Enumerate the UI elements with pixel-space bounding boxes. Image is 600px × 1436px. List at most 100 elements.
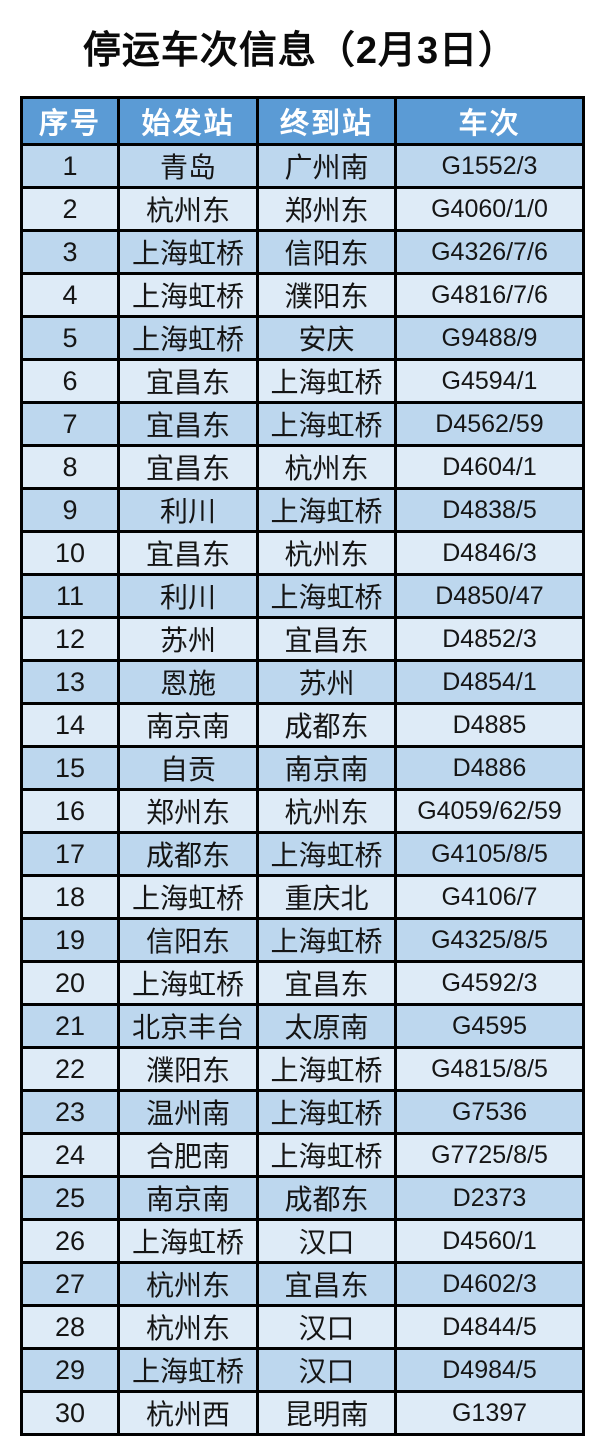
cell-origin-station: 南京南 (117, 702, 259, 748)
cell-origin-station: 上海虹桥 (117, 960, 259, 1006)
cell-train-number: G4325/8/5 (394, 917, 585, 963)
cell-train-number: G4595 (394, 1003, 585, 1049)
cell-train-number: G4326/7/6 (394, 229, 585, 275)
cell-train-number: G7536 (394, 1089, 585, 1135)
column-header-origin: 始发站 (117, 96, 259, 146)
cell-destination-station: 昆明南 (256, 1390, 397, 1436)
cell-origin-station: 上海虹桥 (117, 272, 259, 318)
cell-origin-station: 利川 (117, 487, 259, 533)
cell-origin-station: 南京南 (117, 1175, 259, 1221)
cell-train-number: D4562/59 (394, 401, 585, 447)
cell-serial: 4 (20, 272, 120, 318)
cell-destination-station: 宜昌东 (256, 1261, 397, 1307)
cell-train-number: G4060/1/0 (394, 186, 585, 232)
cell-origin-station: 温州南 (117, 1089, 259, 1135)
cell-serial: 27 (20, 1261, 120, 1307)
cell-serial: 12 (20, 616, 120, 662)
table-row: 3 上海虹桥 信阳东 G4326/7/6 (20, 229, 585, 275)
table-row: 2 杭州东 郑州东 G4060/1/0 (20, 186, 585, 232)
cell-train-number: D4560/1 (394, 1218, 585, 1264)
cell-train-number: G4592/3 (394, 960, 585, 1006)
cell-destination-station: 上海虹桥 (256, 1132, 397, 1178)
cell-train-number: D4852/3 (394, 616, 585, 662)
cell-serial: 25 (20, 1175, 120, 1221)
table-row: 4 上海虹桥 濮阳东 G4816/7/6 (20, 272, 585, 318)
cell-train-number: G4059/62/59 (394, 788, 585, 834)
cell-origin-station: 杭州东 (117, 1304, 259, 1350)
cell-serial: 7 (20, 401, 120, 447)
table-row: 7 宜昌东 上海虹桥 D4562/59 (20, 401, 585, 447)
table-row: 18 上海虹桥 重庆北 G4106/7 (20, 874, 585, 920)
table-row: 30 杭州西 昆明南 G1397 (20, 1390, 585, 1436)
cell-origin-station: 上海虹桥 (117, 1218, 259, 1264)
cell-serial: 21 (20, 1003, 120, 1049)
cell-serial: 19 (20, 917, 120, 963)
cell-destination-station: 宜昌东 (256, 616, 397, 662)
cell-origin-station: 利川 (117, 573, 259, 619)
cell-serial: 23 (20, 1089, 120, 1135)
table-row: 26 上海虹桥 汉口 D4560/1 (20, 1218, 585, 1264)
cell-destination-station: 杭州东 (256, 444, 397, 490)
cell-serial: 22 (20, 1046, 120, 1092)
table-row: 20 上海虹桥 宜昌东 G4592/3 (20, 960, 585, 1006)
cell-serial: 20 (20, 960, 120, 1006)
cell-origin-station: 杭州东 (117, 1261, 259, 1307)
cell-train-number: D2373 (394, 1175, 585, 1221)
cell-destination-station: 杭州东 (256, 788, 397, 834)
cell-train-number: D4854/1 (394, 659, 585, 705)
cell-origin-station: 上海虹桥 (117, 1347, 259, 1393)
cell-serial: 9 (20, 487, 120, 533)
cell-origin-station: 苏州 (117, 616, 259, 662)
cell-destination-station: 上海虹桥 (256, 487, 397, 533)
cell-origin-station: 上海虹桥 (117, 315, 259, 361)
cell-destination-station: 太原南 (256, 1003, 397, 1049)
table-row: 15 自贡 南京南 D4886 (20, 745, 585, 791)
table-row: 10 宜昌东 杭州东 D4846/3 (20, 530, 585, 576)
cell-serial: 15 (20, 745, 120, 791)
cell-destination-station: 信阳东 (256, 229, 397, 275)
cell-origin-station: 成都东 (117, 831, 259, 877)
cell-destination-station: 郑州东 (256, 186, 397, 232)
cell-destination-station: 上海虹桥 (256, 917, 397, 963)
cell-destination-station: 上海虹桥 (256, 573, 397, 619)
cell-origin-station: 上海虹桥 (117, 229, 259, 275)
cell-origin-station: 郑州东 (117, 788, 259, 834)
cell-train-number: G1552/3 (394, 143, 585, 189)
cell-train-number: D4604/1 (394, 444, 585, 490)
column-header-destination: 终到站 (256, 96, 397, 146)
cell-destination-station: 上海虹桥 (256, 1046, 397, 1092)
cell-serial: 16 (20, 788, 120, 834)
cell-serial: 11 (20, 573, 120, 619)
table-row: 1 青岛 广州南 G1552/3 (20, 143, 585, 189)
table-row: 25 南京南 成都东 D2373 (20, 1175, 585, 1221)
table-row: 24 合肥南 上海虹桥 G7725/8/5 (20, 1132, 585, 1178)
cell-serial: 6 (20, 358, 120, 404)
cell-destination-station: 上海虹桥 (256, 358, 397, 404)
table-row: 19 信阳东 上海虹桥 G4325/8/5 (20, 917, 585, 963)
cell-destination-station: 汉口 (256, 1304, 397, 1350)
cell-train-number: G7725/8/5 (394, 1132, 585, 1178)
table-row: 14 南京南 成都东 D4885 (20, 702, 585, 748)
cell-serial: 13 (20, 659, 120, 705)
page-title: 停运车次信息（2月3日） (82, 30, 518, 72)
cell-serial: 5 (20, 315, 120, 361)
cell-origin-station: 宜昌东 (117, 358, 259, 404)
cell-destination-station: 南京南 (256, 745, 397, 791)
cell-origin-station: 北京丰台 (117, 1003, 259, 1049)
cell-destination-station: 成都东 (256, 702, 397, 748)
cell-train-number: D4885 (394, 702, 585, 748)
table-row: 9 利川 上海虹桥 D4838/5 (20, 487, 585, 533)
cell-destination-station: 成都东 (256, 1175, 397, 1221)
cell-serial: 17 (20, 831, 120, 877)
cell-train-number: G4815/8/5 (394, 1046, 585, 1092)
cell-origin-station: 合肥南 (117, 1132, 259, 1178)
cell-destination-station: 杭州东 (256, 530, 397, 576)
cell-serial: 14 (20, 702, 120, 748)
cell-serial: 26 (20, 1218, 120, 1264)
table-row: 17 成都东 上海虹桥 G4105/8/5 (20, 831, 585, 877)
cell-destination-station: 苏州 (256, 659, 397, 705)
train-suspension-table: 序号 始发站 终到站 车次 1 青岛 广州南 G1552/3 2 杭州东 郑州东 G4060/1/0… (20, 96, 585, 1436)
cell-serial: 10 (20, 530, 120, 576)
cell-origin-station: 信阳东 (117, 917, 259, 963)
table-row: 13 恩施 苏州 D4854/1 (20, 659, 585, 705)
